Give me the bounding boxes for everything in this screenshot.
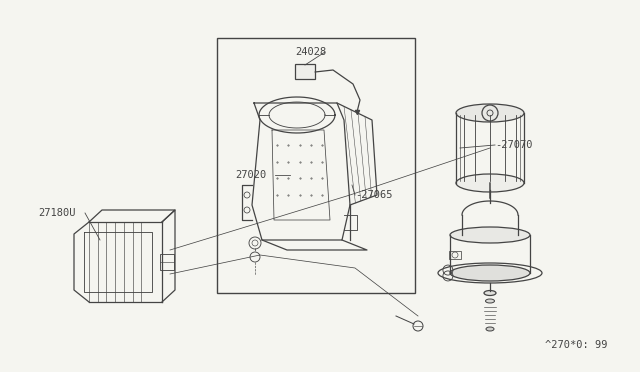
Text: -27070: -27070 <box>495 140 532 150</box>
Ellipse shape <box>486 327 494 331</box>
Text: 27180U: 27180U <box>38 208 76 218</box>
Bar <box>295 64 315 79</box>
Ellipse shape <box>450 227 530 243</box>
Bar <box>217 38 415 293</box>
Ellipse shape <box>456 174 524 192</box>
Text: 24028: 24028 <box>295 47 326 57</box>
Ellipse shape <box>486 299 495 303</box>
Bar <box>449 251 461 259</box>
Bar <box>160 254 174 270</box>
Ellipse shape <box>450 265 530 281</box>
Text: -27065: -27065 <box>355 190 392 200</box>
Ellipse shape <box>456 104 524 122</box>
Text: ^270*0: 99: ^270*0: 99 <box>545 340 607 350</box>
Ellipse shape <box>484 291 496 295</box>
Text: 27020: 27020 <box>235 170 266 180</box>
